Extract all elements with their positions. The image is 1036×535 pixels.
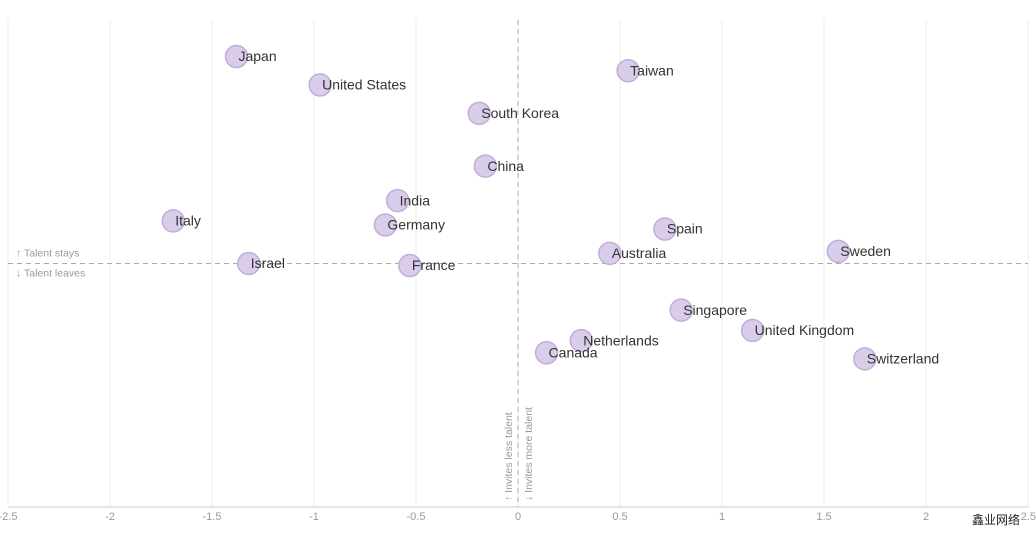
point bbox=[161, 209, 185, 233]
point bbox=[653, 217, 677, 241]
point bbox=[740, 318, 765, 343]
point bbox=[616, 58, 640, 83]
point bbox=[224, 44, 249, 69]
annotation: ↓ Invites more talent bbox=[523, 407, 535, 501]
x-tick-label: 2 bbox=[923, 511, 929, 523]
point-label: Sweden bbox=[840, 243, 891, 259]
point-label: France bbox=[412, 257, 456, 273]
point-label: Switzerland bbox=[867, 351, 939, 367]
point-label: Australia bbox=[612, 245, 667, 261]
point bbox=[308, 73, 332, 97]
x-tick-label: 1.5 bbox=[816, 511, 831, 523]
x-tick-label: 1 bbox=[719, 511, 725, 523]
point-label: South Korea bbox=[481, 105, 559, 121]
point bbox=[534, 341, 559, 365]
x-tick-label: -0.5 bbox=[407, 511, 426, 523]
x-tick-label: -1 bbox=[309, 511, 319, 523]
watermark: 鑫业网络 bbox=[972, 512, 1020, 527]
annotation: ↑ Invites less talent bbox=[503, 412, 515, 501]
point-label: Germany bbox=[387, 217, 445, 233]
point bbox=[373, 213, 398, 237]
point bbox=[569, 328, 593, 353]
point-label: Japan bbox=[238, 48, 276, 64]
point-label: Singapore bbox=[683, 302, 747, 318]
point bbox=[853, 347, 877, 371]
point-label: Israel bbox=[251, 255, 285, 271]
x-tick-label: 0.5 bbox=[612, 511, 627, 523]
point-label: Canada bbox=[549, 344, 598, 360]
x-tick-label: -2 bbox=[105, 511, 115, 523]
annotation: ↑ Talent stays bbox=[16, 247, 79, 259]
point-label: Spain bbox=[667, 221, 703, 237]
point bbox=[467, 101, 491, 126]
point bbox=[398, 253, 422, 278]
point-label: China bbox=[487, 158, 524, 174]
point bbox=[385, 188, 410, 213]
x-tick-label: 2.5 bbox=[1021, 511, 1036, 523]
point-label: Italy bbox=[175, 213, 201, 229]
point bbox=[669, 298, 693, 322]
point bbox=[236, 251, 261, 276]
point-label: United Kingdom bbox=[755, 322, 855, 338]
point-label: Taiwan bbox=[630, 62, 674, 78]
point bbox=[826, 239, 851, 264]
annotation: ↓ Talent leaves bbox=[16, 267, 85, 279]
point bbox=[598, 241, 622, 266]
point-label: India bbox=[400, 192, 431, 208]
x-tick-label: -2.5 bbox=[0, 511, 17, 523]
x-tick-label: 0 bbox=[515, 511, 521, 523]
point-label: United States bbox=[322, 77, 406, 93]
point bbox=[473, 154, 498, 178]
x-tick-label: -1.5 bbox=[203, 511, 222, 523]
point-label: Netherlands bbox=[583, 332, 659, 348]
